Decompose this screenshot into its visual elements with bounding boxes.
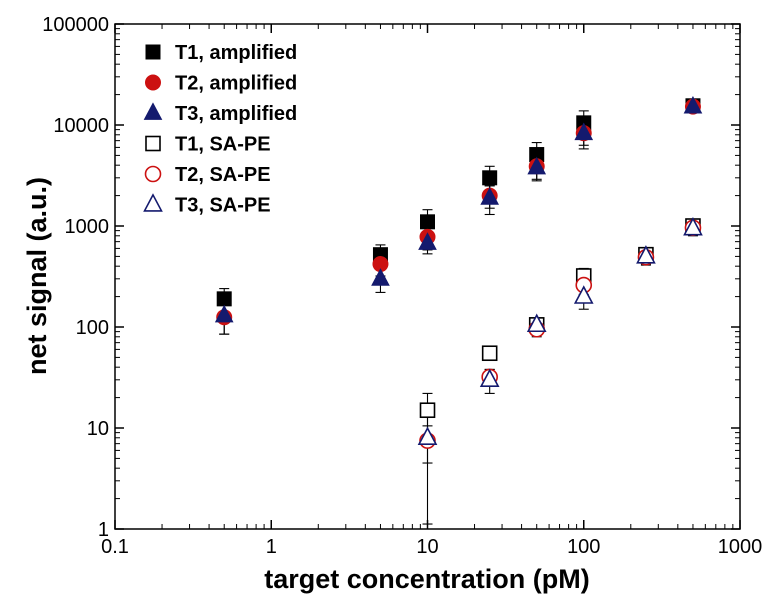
x-tick-label: 100 [567,536,600,558]
legend-marker [143,102,163,120]
data-point [418,232,437,250]
data-point [573,285,594,304]
data-point [482,170,498,186]
data-point [683,216,703,236]
y-axis-title: net signal (a.u.) [22,177,52,375]
data-point [371,268,390,286]
x-tick-label: 10 [416,536,438,558]
data-point [480,187,500,205]
x-tick-label: 1000 [718,536,763,558]
legend-marker [145,44,161,60]
y-tick-label: 100000 [42,14,109,36]
legend-label: T1, amplified [175,42,297,64]
data-point [527,156,547,175]
data-point [526,313,547,333]
y-tick-label: 1 [98,519,109,541]
y-tick-label: 10000 [53,115,109,137]
legend-label: T3, SA-PE [175,195,271,217]
legend-label: T2, amplified [175,73,297,95]
y-tick-label: 1000 [65,216,110,238]
x-tick-label: 0.1 [101,536,129,558]
x-tick-label: 1 [266,536,277,558]
data-point [216,291,232,307]
data-markers [214,95,703,449]
x-axis-title: target concentration (pM) [264,564,590,594]
data-point [214,304,234,323]
legend-label: T1, SA-PE [175,134,271,156]
data-point [636,245,656,264]
data-point [683,95,703,114]
legend-marker [145,74,161,91]
legend-marker [143,193,163,212]
legend-marker [145,135,161,152]
data-point [417,426,438,445]
data-point [481,345,498,362]
legend-label: T3, amplified [175,103,297,125]
data-point [479,368,500,388]
y-tick-label: 10 [87,418,109,440]
legend-marker [144,165,162,183]
error-bars [219,99,698,525]
data-point [420,214,435,230]
legend: T1, amplified T2, amplified T3, amplified T… [143,42,297,217]
data-point [574,122,594,141]
data-point [419,402,436,419]
legend-label: T2, SA-PE [175,164,271,186]
y-tick-label: 100 [76,317,109,339]
